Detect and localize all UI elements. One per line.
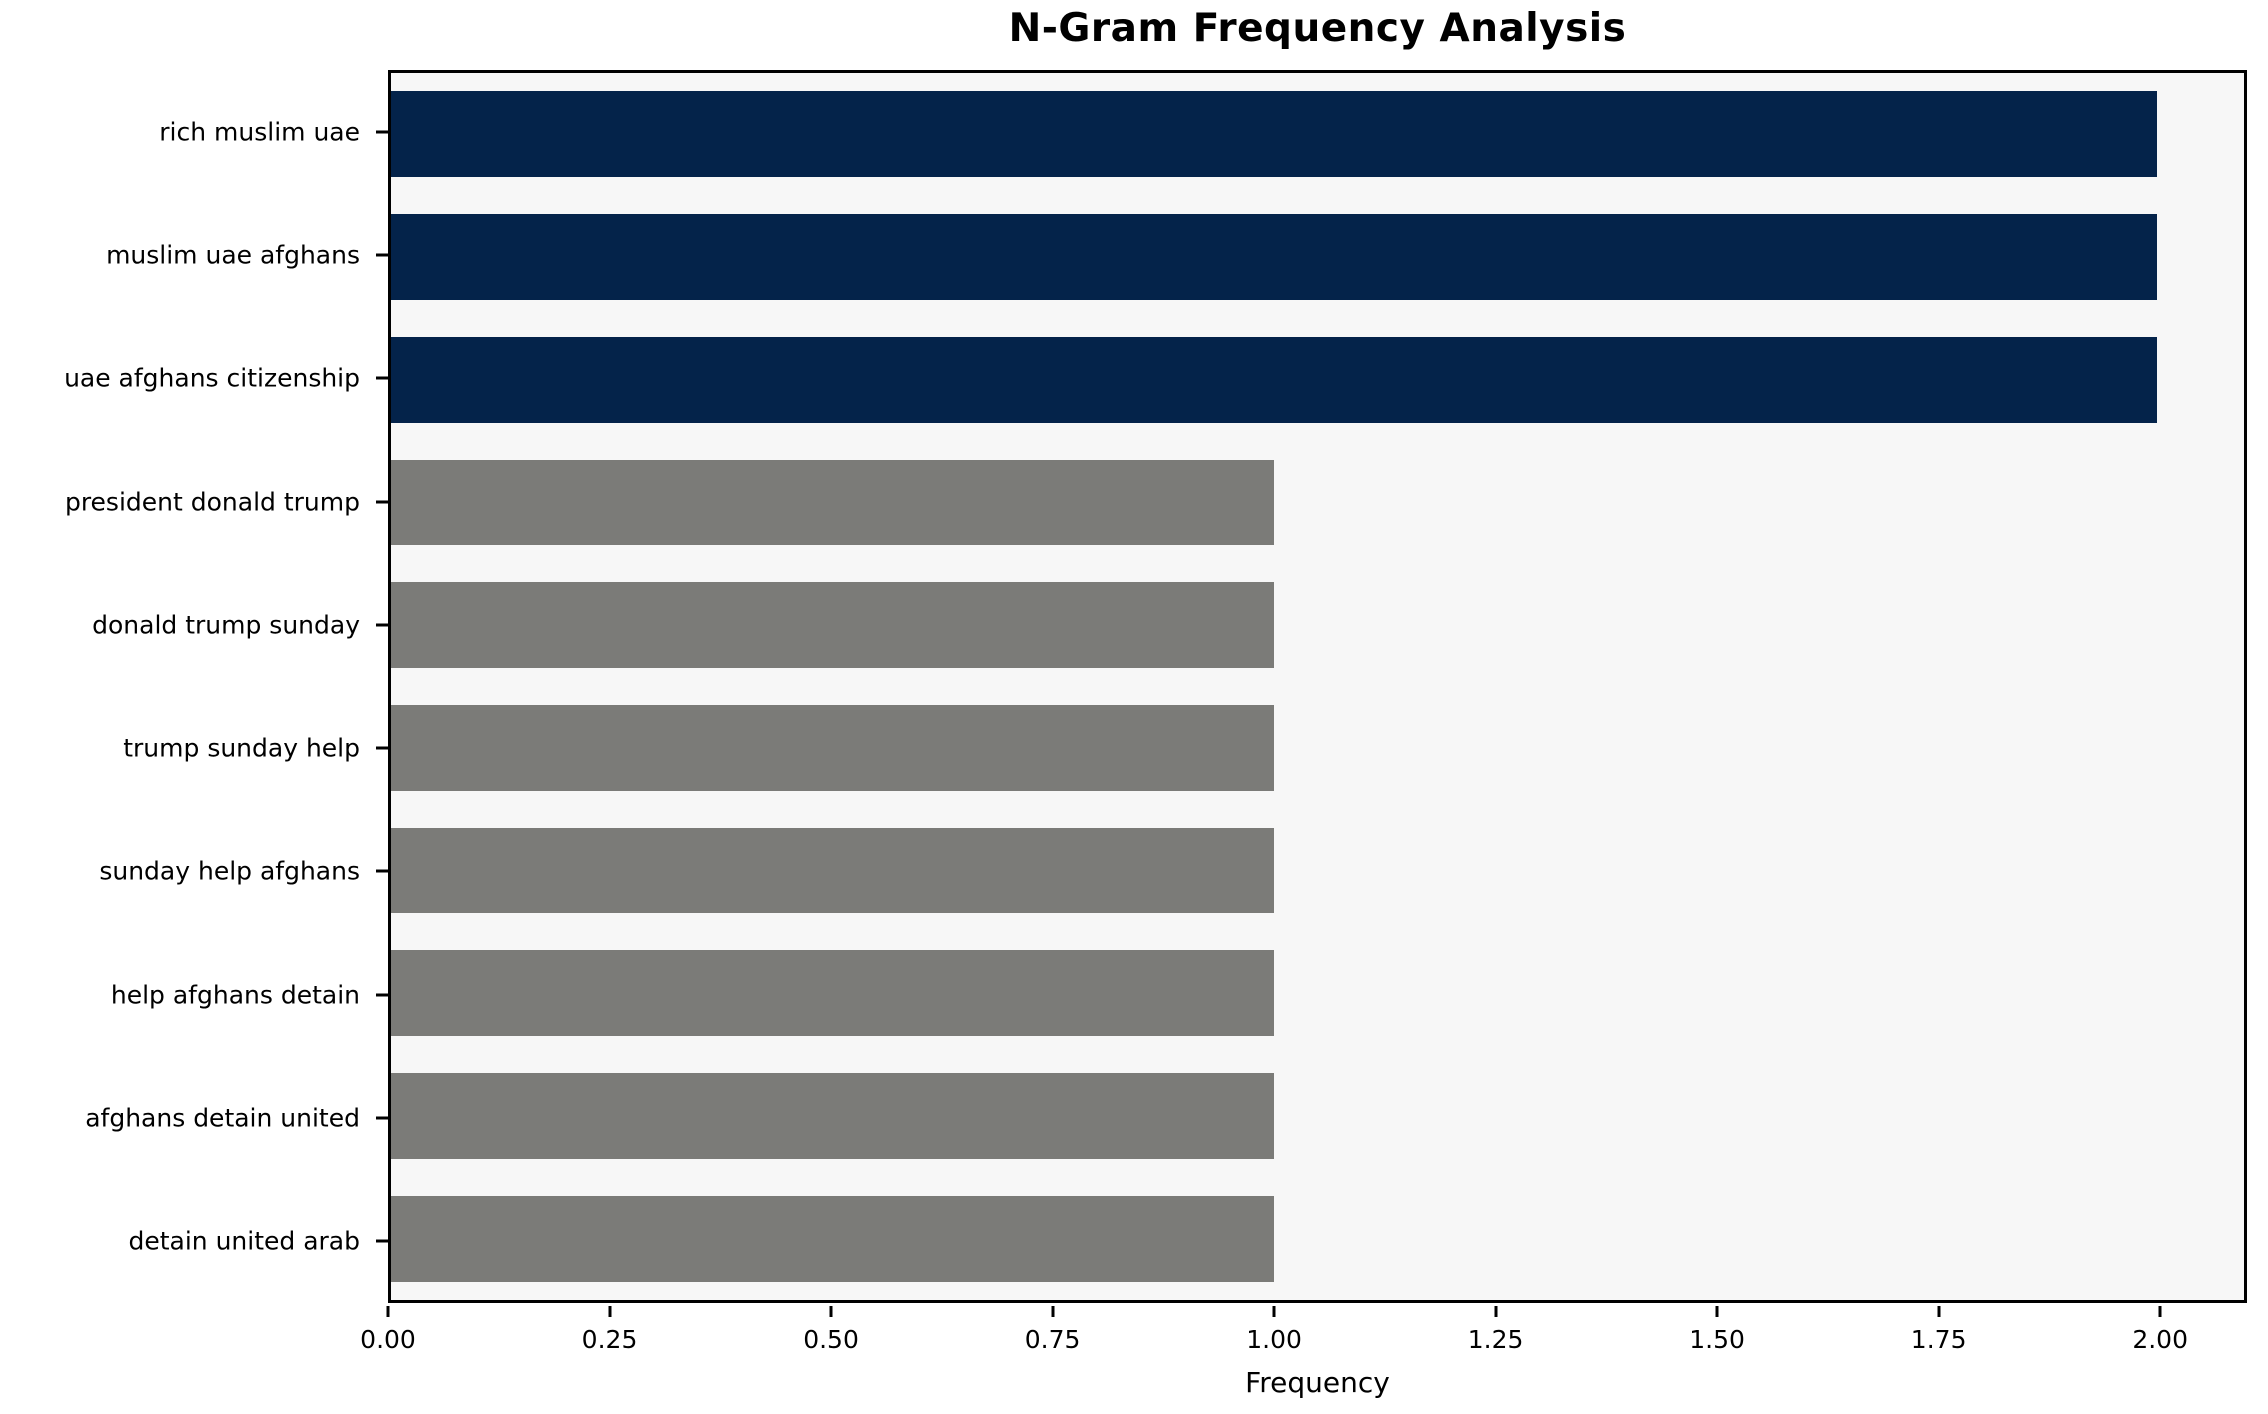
y-tick-label: sunday help afghans [99,856,360,886]
x-tick-mark [1051,1306,1055,1317]
chart-title: N-Gram Frequency Analysis [1008,6,1627,51]
y-tick-label: donald trump sunday [92,610,360,640]
x-tick-label: 1.00 [1246,1325,1302,1354]
plot-area [388,70,2247,1303]
y-tick-label: president donald trump [64,487,360,517]
bar [391,827,1275,914]
x-tick-label: 0.50 [803,1325,859,1354]
x-tick-label: 0.75 [1024,1325,1081,1354]
x-tick-mark [386,1306,390,1317]
y-tick-mark [376,500,388,504]
y-tick-mark [376,869,388,873]
bar [391,1073,1275,1159]
y-tick-label: afghans detain united [85,1103,360,1133]
y-tick-mark [376,376,388,380]
bar [391,336,2158,423]
y-tick-label: detain united arab [128,1226,360,1256]
bar [391,91,2158,178]
x-tick-mark [2158,1306,2162,1317]
x-tick-mark [829,1306,833,1317]
y-tick-mark [376,746,388,750]
y-tick-label: rich muslim uae [159,117,360,147]
bar [391,582,1275,669]
x-tick-label: 1.50 [1689,1325,1745,1354]
bar [391,214,2158,300]
x-tick-label: 1.25 [1467,1325,1524,1354]
bar [391,704,1275,791]
bar [391,950,1275,1037]
y-tick-mark [376,1116,388,1120]
x-tick-mark [1272,1306,1276,1317]
x-tick-mark [1494,1306,1498,1317]
y-tick-mark [376,623,388,627]
y-tick-label: uae afghans citizenship [64,363,360,393]
y-tick-mark [376,993,388,997]
bar [391,1195,1275,1282]
x-tick-mark [1937,1306,1941,1317]
x-tick-label: 1.75 [1910,1325,1967,1354]
x-tick-label: 2.00 [2132,1325,2188,1354]
y-tick-label: trump sunday help [123,733,360,763]
y-tick-mark [376,1239,388,1243]
x-tick-mark [1715,1306,1719,1317]
y-tick-label: muslim uae afghans [106,240,360,270]
y-tick-mark [376,253,388,257]
bar [391,459,1275,546]
y-tick-label: help afghans detain [110,980,360,1010]
y-tick-mark [376,130,388,134]
x-tick-label: 0.25 [581,1325,638,1354]
x-tick-label: 0.00 [360,1325,416,1354]
x-tick-mark [608,1306,612,1317]
x-axis-label: Frequency [1245,1366,1390,1399]
